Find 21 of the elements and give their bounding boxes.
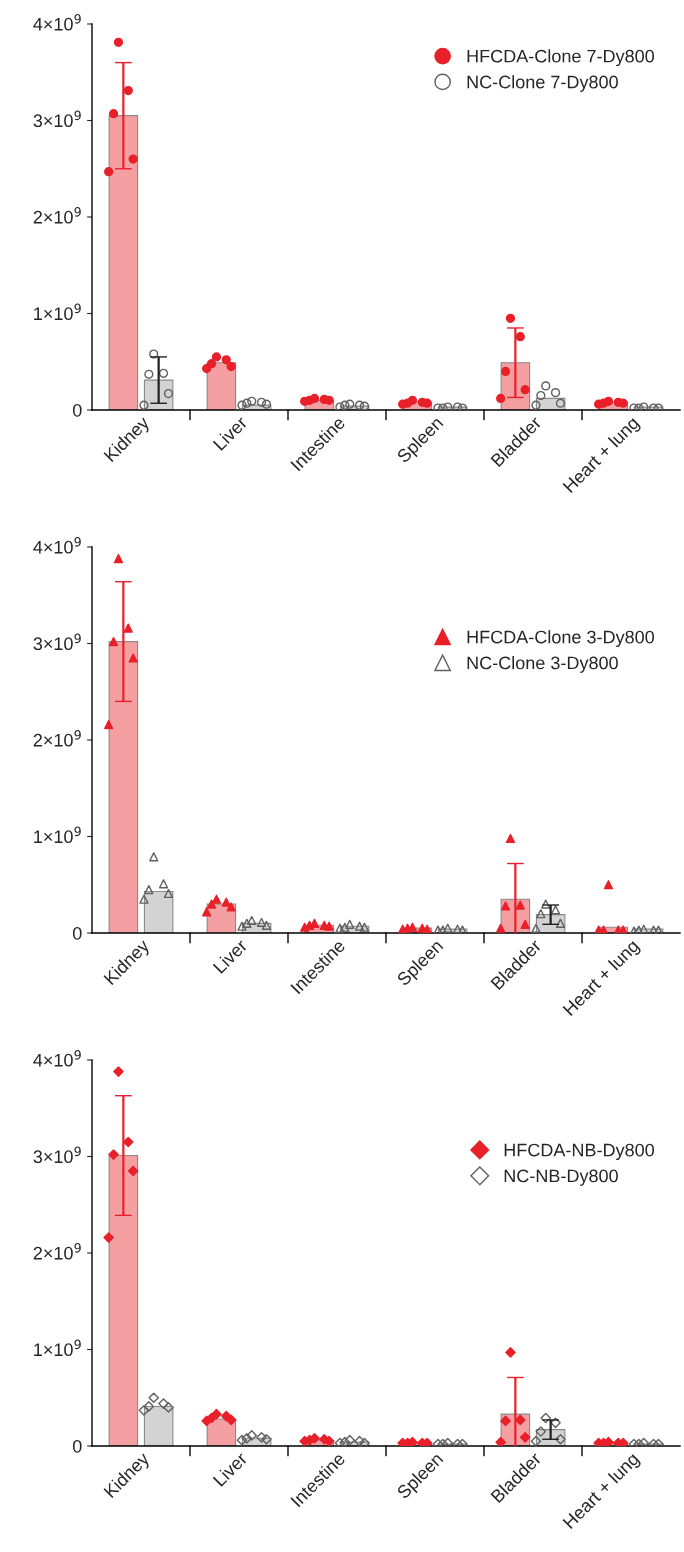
y-tick-label: 1×10$^{9}$ [34,303,81,321]
legend-label: HFCDA-Clone 3-Dy800 [467,630,655,648]
y-tick-label: 4×10$^{9}$ [33,14,81,31]
y-tick-label: 1×10$^{9}$ [34,1339,81,1357]
y-tick-label: 2×10$^{9}$ [33,1243,81,1260]
y-tick-label: 3×10$^{9}$ [33,1146,81,1164]
legend-label: NC-Clone 3-Dy800 [467,656,618,673]
legend-label: HFCDA-Clone 7-Dy800 [467,49,655,67]
y-tick-label: 3×10$^{9}$ [33,110,81,128]
y-tick-label: 4×10$^{9}$ [33,537,81,554]
y-tick-label: 2×10$^{9}$ [33,730,81,747]
y-tick-label: 4×10$^{9}$ [33,1050,81,1067]
legend-label: NC-Clone 7-Dy800 [467,75,618,92]
y-tick-label: 1×10$^{9}$ [34,826,81,844]
y-tick-label: 0 [72,926,82,940]
y-tick-label: 0 [72,1439,82,1453]
y-tick-label: 3×10$^{9}$ [33,633,81,651]
y-tick-label: 0 [72,403,82,417]
y-tick-label: 2×10$^{9}$ [33,207,81,224]
legend-label: NC-NB-Dy800 [504,1169,618,1186]
legend-label: HFCDA-NB-Dy800 [504,1143,655,1161]
